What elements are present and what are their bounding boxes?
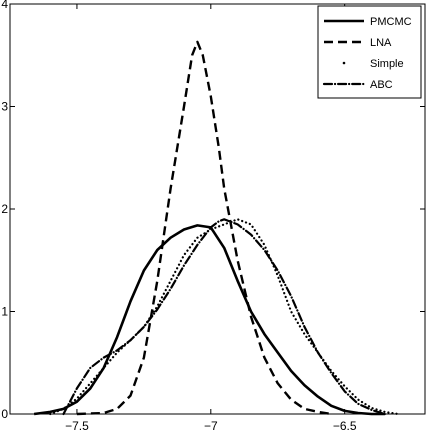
axis-tick-labels: −7.5 −7 −6.5 0 1 2 3 4 <box>1 0 357 433</box>
legend-label-lna: LNA <box>370 37 392 49</box>
series-layer <box>33 40 400 416</box>
legend-label-abc: ABC <box>370 79 393 91</box>
legend-label-pmcmc: PMCMC <box>370 16 412 28</box>
y-tick-label: 4 <box>1 0 8 11</box>
series-line-abc <box>62 218 386 416</box>
x-tick-label: −6.5 <box>333 419 357 433</box>
x-tick-label: −7 <box>204 419 218 433</box>
legend-label-simple: Simple <box>370 58 404 70</box>
series-line-lna <box>76 40 332 416</box>
y-tick-label: 2 <box>1 202 8 216</box>
y-tick-label: 3 <box>1 100 8 114</box>
y-tick-label: 1 <box>1 305 8 319</box>
series-line-simple <box>49 218 400 416</box>
x-tick-label: −7.5 <box>65 419 89 433</box>
legend: PMCMC LNA Simple ABC <box>317 5 422 99</box>
legend-swatch-simple <box>342 61 346 65</box>
y-tick-label: 0 <box>1 407 8 421</box>
